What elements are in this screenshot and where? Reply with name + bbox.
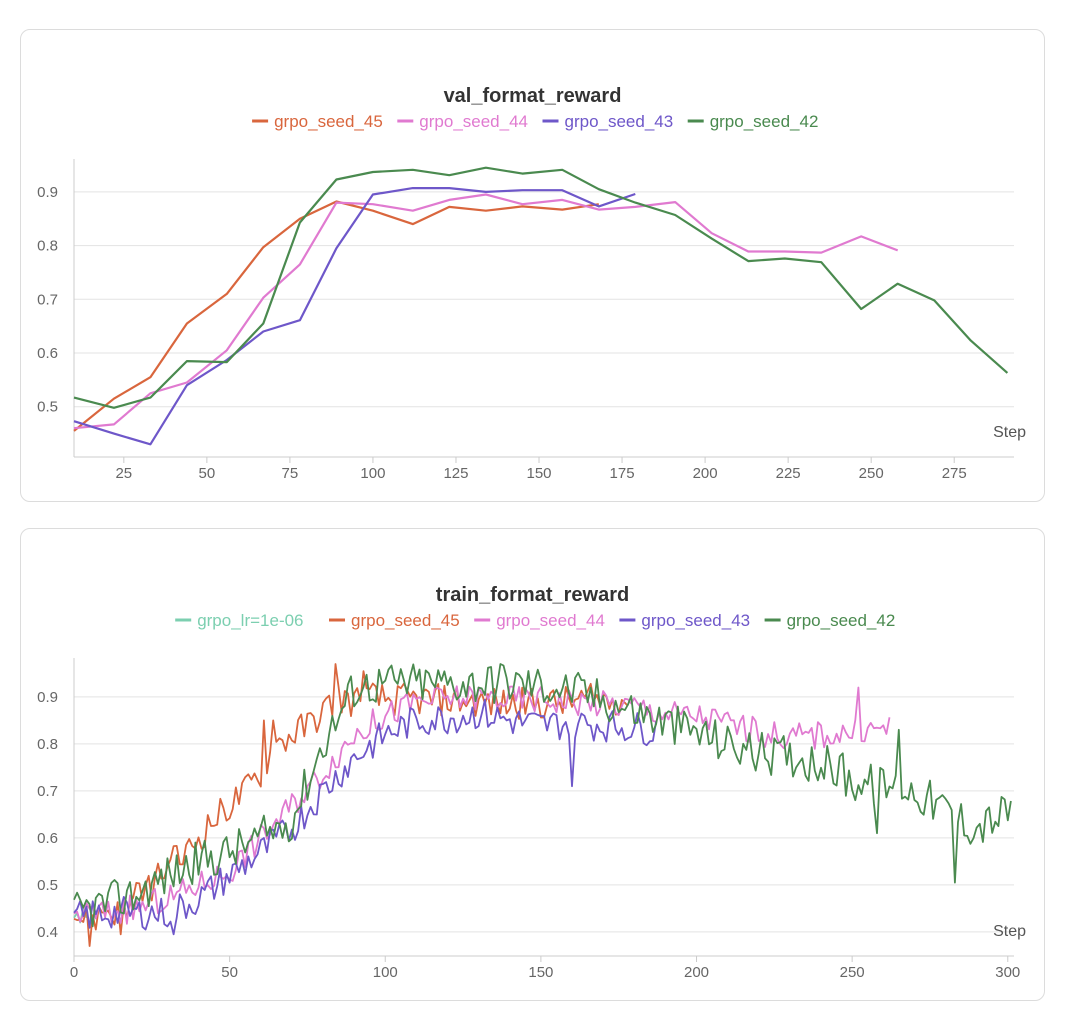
legend-label: grpo_seed_44 [496,611,605,630]
x-tick-label: 125 [443,465,468,482]
x-tick-label: 200 [693,465,718,482]
x-axis-label: Step [993,923,1026,940]
x-tick-label: 250 [859,465,884,482]
y-tick-label: 0.5 [37,877,58,894]
x-tick-label: 250 [840,964,865,981]
val-format-reward-chart: val_format_reward grpo_seed_45 grpo_seed_4… [37,85,1026,482]
y-tick-label: 0.8 [37,238,58,255]
y-tick-label: 0.7 [37,291,58,308]
series-line-grpo_seed_45 [73,200,599,432]
x-tick-label: 50 [221,964,238,981]
legend-label: grpo_seed_45 [351,611,460,630]
x-tick-label: 225 [776,465,801,482]
x-tick-label: 50 [199,465,216,482]
x-tick-label: 100 [360,465,385,482]
legend-label: grpo_seed_45 [274,112,383,131]
y-tick-label: 0.5 [37,399,58,416]
y-tick-label: 0.9 [37,184,58,201]
y-tick-label: 0.8 [37,736,58,753]
x-tick-label: 25 [115,465,132,482]
legend-label: grpo_seed_43 [565,112,674,131]
legend-label: grpo_seed_43 [641,611,750,630]
legend-label: grpo_seed_42 [710,112,819,131]
series-line-grpo_seed_44 [73,685,891,925]
legend-label: grpo_seed_44 [419,112,528,131]
y-tick-label: 0.7 [37,783,58,800]
x-tick-label: 150 [527,465,552,482]
chart-title: train_format_reward [436,584,629,606]
series-line-grpo_seed_43 [73,698,657,936]
x-tick-label: 175 [610,465,635,482]
x-tick-label: 300 [995,964,1020,981]
x-tick-label: 200 [684,964,709,981]
y-tick-label: 0.9 [37,689,58,706]
x-tick-label: 75 [282,465,299,482]
series-line-grpo_seed_44 [73,193,899,430]
train-format-reward-panel: train_format_reward grpo_lr=1e-06 grpo_see… [20,528,1045,1001]
x-tick-label: 100 [373,964,398,981]
y-tick-label: 0.6 [37,345,58,362]
x-tick-label: 275 [942,465,967,482]
train-format-reward-chart: train_format_reward grpo_lr=1e-06 grpo_see… [37,584,1026,981]
legend-label: grpo_lr=1e-06 [197,611,303,630]
x-tick-label: 0 [70,964,78,981]
series-line-grpo_seed_42 [73,166,1009,409]
series-line-grpo_seed_42 [73,663,1012,928]
x-axis-label: Step [993,424,1026,441]
series-line-grpo_seed_43 [73,187,636,446]
chart-title: val_format_reward [444,85,622,107]
legend-label: grpo_seed_42 [787,611,896,630]
y-tick-label: 0.6 [37,830,58,847]
x-tick-label: 150 [528,964,553,981]
val-format-reward-panel: val_format_reward grpo_seed_45 grpo_seed_4… [20,29,1045,502]
y-tick-label: 0.4 [37,924,58,941]
